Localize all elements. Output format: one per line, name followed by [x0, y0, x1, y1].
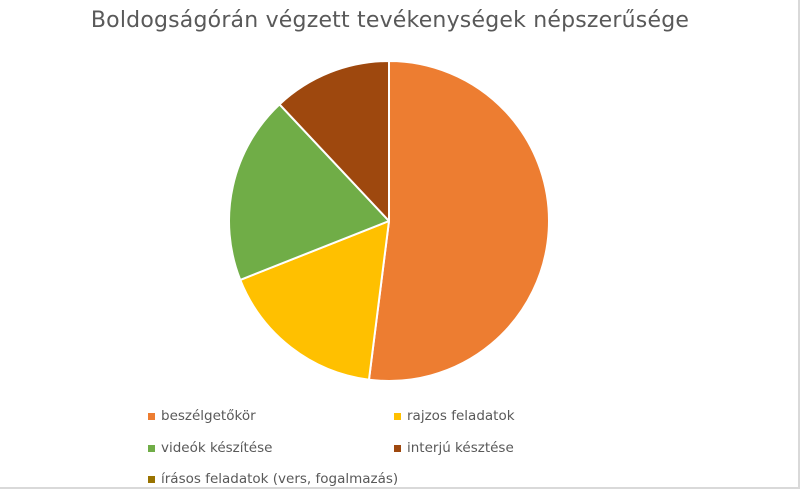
legend-label-videok-keszitese: videók készítése — [161, 440, 273, 456]
pie-slice-videok-keszitese — [228, 103, 390, 281]
pie-slice-interju-keszitese — [278, 60, 390, 222]
legend-swatch-irasos-feladatok — [148, 475, 155, 483]
pie-slice-beszelgetokor — [367, 60, 550, 382]
legend-swatch-interju-keszitese — [394, 444, 401, 452]
legend-item-interju-keszitese: interjú késztése — [394, 440, 514, 456]
legend-label-interju-keszitese: interjú késztése — [407, 440, 514, 456]
legend-swatch-beszelgetokor — [148, 412, 155, 420]
legend-item-rajzos-feladatok: rajzos feladatok — [394, 408, 515, 424]
legend-item-videok-keszitese: videók készítése — [148, 440, 272, 456]
pie-slice-rajzos-feladatok — [239, 220, 390, 381]
legend-label-rajzos-feladatok: rajzos feladatok — [407, 408, 515, 424]
legend-swatch-videok-keszitese — [148, 444, 155, 452]
legend-label-irasos-feladatok: írásos feladatok (vers, fogalmazás) — [161, 471, 399, 487]
legend-label-beszelgetokor: beszélgetőkör — [161, 408, 256, 424]
legend-item-irasos-feladatok: írásos feladatok (vers, fogalmazás) — [148, 471, 398, 487]
legend-swatch-rajzos-feladatok — [394, 412, 401, 420]
legend-item-beszelgetokor: beszélgetőkör — [148, 408, 256, 424]
chart-title: Boldogságórán végzett tevékenységek néps… — [90, 8, 690, 33]
